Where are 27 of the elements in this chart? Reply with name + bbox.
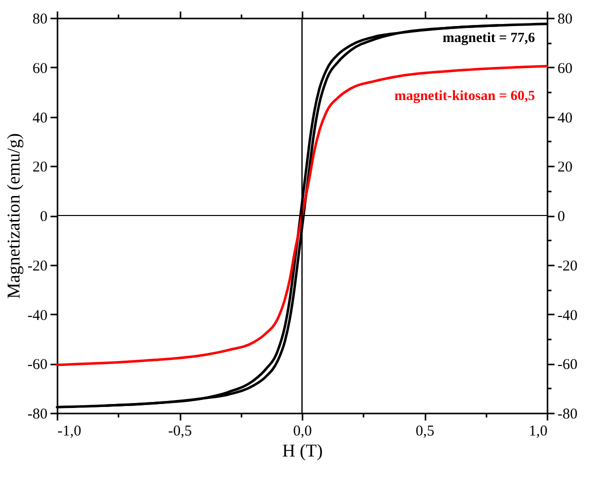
- y2-tick-label: 60: [558, 60, 572, 77]
- y-tick-label: 60: [32, 60, 48, 77]
- y2-tick-label: -60: [558, 357, 578, 374]
- annotation: magnetit = 77,6: [442, 30, 535, 46]
- y-tick-label: -40: [28, 308, 48, 324]
- x-tick-label: 1,0: [528, 424, 548, 440]
- y-tick-label: 40: [32, 110, 48, 126]
- y-axis-title: Magnetization (emu/g): [4, 133, 24, 299]
- y-tick-label: -60: [28, 357, 48, 374]
- x-tick-label: 0,0: [293, 424, 312, 440]
- x-tick-label: -0,5: [168, 424, 192, 440]
- y2-tick-label: 40: [558, 110, 572, 126]
- y-tick-label: 20: [32, 160, 48, 176]
- x-tick-label: -1,0: [58, 424, 82, 440]
- y-tick-label: 80: [32, 12, 48, 28]
- y-tick-label: -80: [28, 406, 48, 422]
- x-tick-label: 0,5: [416, 424, 434, 440]
- y2-tick-label: 0: [558, 209, 565, 225]
- y2-tick-label: -40: [558, 308, 578, 324]
- y2-tick-label: -20: [558, 258, 578, 274]
- x-axis-title: H (T): [282, 440, 323, 460]
- y2-tick-label: 20: [558, 160, 572, 176]
- y-tick-label: 0: [40, 209, 48, 225]
- y-tick-label: -20: [28, 258, 48, 274]
- y2-tick-label: -80: [558, 406, 578, 422]
- annotation: magnetit-kitosan = 60,5: [394, 89, 535, 104]
- y2-tick-label: 80: [558, 12, 572, 28]
